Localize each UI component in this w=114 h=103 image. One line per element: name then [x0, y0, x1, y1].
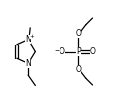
Text: −: −	[54, 48, 59, 53]
Text: O: O	[58, 47, 64, 56]
Text: O: O	[89, 47, 95, 56]
Text: N: N	[25, 35, 31, 44]
Text: O: O	[75, 29, 80, 39]
Text: +: +	[29, 34, 34, 39]
Text: N: N	[25, 59, 31, 68]
Text: P: P	[75, 47, 80, 56]
Text: O: O	[75, 64, 80, 74]
